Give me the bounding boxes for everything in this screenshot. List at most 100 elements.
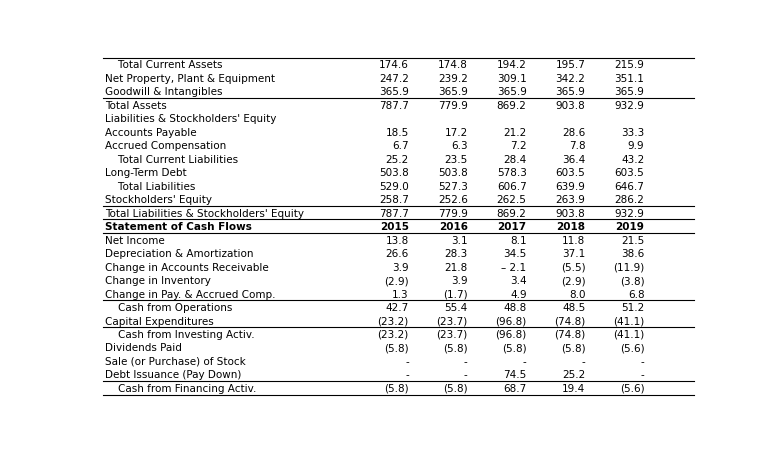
Text: Cash from Operations: Cash from Operations — [105, 302, 233, 313]
Text: (23.7): (23.7) — [436, 329, 468, 339]
Text: 9.9: 9.9 — [628, 141, 644, 151]
Text: 11.8: 11.8 — [562, 235, 586, 245]
Text: -: - — [640, 356, 644, 366]
Text: 28.3: 28.3 — [444, 249, 468, 259]
Text: (23.7): (23.7) — [436, 316, 468, 326]
Text: -: - — [523, 356, 527, 366]
Text: Depreciation & Amortization: Depreciation & Amortization — [105, 249, 254, 259]
Text: Long-Term Debt: Long-Term Debt — [105, 168, 187, 178]
Text: Accounts Payable: Accounts Payable — [105, 128, 197, 138]
Text: 6.8: 6.8 — [628, 289, 644, 299]
Text: Net Income: Net Income — [105, 235, 165, 245]
Text: 23.5: 23.5 — [444, 155, 468, 164]
Text: 36.4: 36.4 — [562, 155, 586, 164]
Text: (2.9): (2.9) — [561, 275, 586, 286]
Text: 26.6: 26.6 — [386, 249, 408, 259]
Text: Net Property, Plant & Equipment: Net Property, Plant & Equipment — [105, 74, 275, 84]
Text: 174.8: 174.8 — [438, 60, 468, 70]
Text: 33.3: 33.3 — [621, 128, 644, 138]
Text: 365.9: 365.9 — [496, 87, 527, 97]
Text: 3.9: 3.9 — [451, 275, 468, 286]
Text: 239.2: 239.2 — [438, 74, 468, 84]
Text: (3.8): (3.8) — [620, 275, 644, 286]
Text: 603.5: 603.5 — [555, 168, 586, 178]
Text: Sale (or Purchase) of Stock: Sale (or Purchase) of Stock — [105, 356, 246, 366]
Text: Change in Inventory: Change in Inventory — [105, 275, 211, 286]
Text: (5.6): (5.6) — [620, 343, 644, 353]
Text: 365.9: 365.9 — [438, 87, 468, 97]
Text: Total Assets: Total Assets — [105, 101, 166, 111]
Text: 3.9: 3.9 — [392, 262, 408, 272]
Text: 28.4: 28.4 — [503, 155, 527, 164]
Text: 639.9: 639.9 — [555, 181, 586, 191]
Text: 603.5: 603.5 — [615, 168, 644, 178]
Text: (23.2): (23.2) — [377, 316, 408, 326]
Text: 38.6: 38.6 — [621, 249, 644, 259]
Text: Statement of Cash Flows: Statement of Cash Flows — [105, 222, 252, 232]
Text: 903.8: 903.8 — [555, 101, 586, 111]
Text: -: - — [640, 369, 644, 380]
Text: -: - — [464, 369, 468, 380]
Text: -: - — [582, 356, 586, 366]
Text: (41.1): (41.1) — [613, 316, 644, 326]
Text: 34.5: 34.5 — [503, 249, 527, 259]
Text: (74.8): (74.8) — [554, 329, 586, 339]
Text: 606.7: 606.7 — [497, 181, 527, 191]
Text: 174.6: 174.6 — [379, 60, 408, 70]
Text: -: - — [464, 356, 468, 366]
Text: 869.2: 869.2 — [496, 208, 527, 218]
Text: Liabilities & Stockholders' Equity: Liabilities & Stockholders' Equity — [105, 114, 276, 124]
Text: (2.9): (2.9) — [384, 275, 408, 286]
Text: 17.2: 17.2 — [444, 128, 468, 138]
Text: Total Current Liabilities: Total Current Liabilities — [105, 155, 238, 164]
Text: 25.2: 25.2 — [562, 369, 586, 380]
Text: 779.9: 779.9 — [438, 208, 468, 218]
Text: (96.8): (96.8) — [496, 329, 527, 339]
Text: (5.8): (5.8) — [561, 343, 586, 353]
Text: (23.2): (23.2) — [377, 329, 408, 339]
Text: -: - — [405, 369, 408, 380]
Text: Accrued Compensation: Accrued Compensation — [105, 141, 226, 151]
Text: 286.2: 286.2 — [615, 195, 644, 205]
Text: (5.8): (5.8) — [443, 383, 468, 393]
Text: 195.7: 195.7 — [555, 60, 586, 70]
Text: 903.8: 903.8 — [555, 208, 586, 218]
Text: (74.8): (74.8) — [554, 316, 586, 326]
Text: 6.3: 6.3 — [451, 141, 468, 151]
Text: 55.4: 55.4 — [444, 302, 468, 313]
Text: 1.3: 1.3 — [392, 289, 408, 299]
Text: 3.4: 3.4 — [510, 275, 527, 286]
Text: 2015: 2015 — [380, 222, 408, 232]
Text: Stockholders' Equity: Stockholders' Equity — [105, 195, 212, 205]
Text: (96.8): (96.8) — [496, 316, 527, 326]
Text: 74.5: 74.5 — [503, 369, 527, 380]
Text: 342.2: 342.2 — [555, 74, 586, 84]
Text: 309.1: 309.1 — [497, 74, 527, 84]
Text: 529.0: 529.0 — [379, 181, 408, 191]
Text: Capital Expenditures: Capital Expenditures — [105, 316, 214, 326]
Text: (11.9): (11.9) — [613, 262, 644, 272]
Text: 215.9: 215.9 — [615, 60, 644, 70]
Text: 365.9: 365.9 — [379, 87, 408, 97]
Text: 19.4: 19.4 — [562, 383, 586, 393]
Text: 28.6: 28.6 — [562, 128, 586, 138]
Text: 2016: 2016 — [439, 222, 468, 232]
Text: 21.5: 21.5 — [621, 235, 644, 245]
Text: 2019: 2019 — [615, 222, 644, 232]
Text: 932.9: 932.9 — [615, 208, 644, 218]
Text: -: - — [405, 356, 408, 366]
Text: 4.9: 4.9 — [510, 289, 527, 299]
Text: 503.8: 503.8 — [379, 168, 408, 178]
Text: (5.8): (5.8) — [384, 343, 408, 353]
Text: (1.7): (1.7) — [443, 289, 468, 299]
Text: Cash from Investing Activ.: Cash from Investing Activ. — [105, 329, 254, 339]
Text: Total Liabilities & Stockholders' Equity: Total Liabilities & Stockholders' Equity — [105, 208, 304, 218]
Text: (41.1): (41.1) — [613, 329, 644, 339]
Text: 194.2: 194.2 — [496, 60, 527, 70]
Text: (5.6): (5.6) — [620, 383, 644, 393]
Text: Total Liabilities: Total Liabilities — [105, 181, 195, 191]
Text: – 2.1: – 2.1 — [502, 262, 527, 272]
Text: 3.1: 3.1 — [451, 235, 468, 245]
Text: 2017: 2017 — [497, 222, 527, 232]
Text: 8.0: 8.0 — [569, 289, 586, 299]
